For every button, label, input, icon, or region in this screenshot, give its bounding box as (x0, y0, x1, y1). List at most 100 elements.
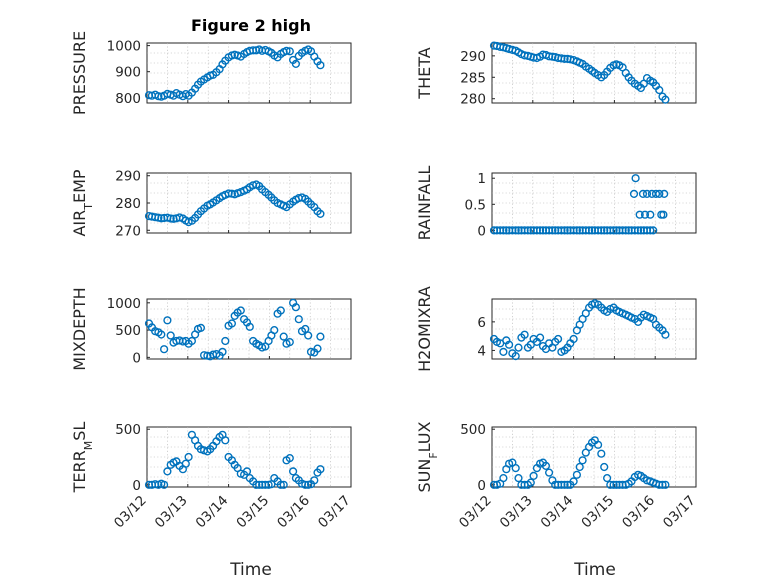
rainfall-point (629, 189, 639, 199)
sun_flux-xtick-label: 03/15 (578, 493, 617, 532)
mixdepth-point (245, 322, 254, 331)
h2omixra-point (569, 334, 578, 344)
sun_flux-point (578, 456, 587, 465)
sun_flux-point (544, 468, 554, 477)
rainfall-point (649, 226, 658, 235)
air_temp-point (316, 209, 325, 219)
air_temp-ytick-label: 290 (115, 169, 141, 185)
x-axis-label-right: Time (573, 560, 616, 580)
rainfall-ytick-label: 1 (477, 171, 486, 187)
mixdepth-point (160, 345, 169, 354)
sun_flux-point (529, 471, 538, 481)
rainfall-point (496, 226, 505, 235)
subplot-sun_flux: 0 500 03/12 03/13 03/14 03/15 03/16 03/17 SUNFLU… (415, 421, 699, 531)
pressure-point (291, 59, 301, 69)
theta-point (560, 54, 569, 64)
mixdepth-point (279, 332, 288, 341)
rainfall-point (560, 226, 569, 235)
terr_msl-point (252, 480, 261, 489)
rainfall-point (660, 189, 669, 199)
sun_flux-point (600, 462, 609, 472)
pressure-ytick-label: 800 (115, 91, 141, 107)
terr_msl-point (255, 480, 264, 489)
mixdepth-ytick-label: 500 (115, 323, 141, 339)
mixdepth-point (163, 316, 172, 325)
theta-ylabel: THETA (415, 47, 434, 99)
pressure-point (316, 61, 325, 70)
subplot-terr_msl: 0 500 03/12 03/13 03/14 03/15 03/16 03/17 TERRMS… (70, 422, 354, 532)
subplot-air_temp: 270 280 290 AIRTEMP (70, 169, 352, 239)
subplot-h2omixra: 4 6 H2OMIXRA (415, 286, 697, 372)
sun_flux-ytick-label: 0 (477, 478, 486, 494)
rainfall-point (655, 189, 664, 199)
rainfall-point (638, 189, 648, 199)
mixdepth-point (316, 332, 325, 341)
sun_flux-xtick-label: 03/13 (497, 493, 536, 532)
terr_msl-point (301, 480, 310, 489)
mixdepth-point (236, 306, 245, 315)
air_temp-ylabel-suffix: EMP (70, 169, 89, 203)
h2omixra-point (499, 347, 508, 357)
terr_msl-xtick-label: 03/12 (111, 493, 150, 532)
sun_flux-point (499, 474, 508, 483)
sun_flux-xtick-label: 03/14 (538, 493, 577, 532)
theta-ytick-label: 280 (460, 92, 486, 108)
rainfall-point (511, 226, 520, 235)
subplot-theta: 280 285 290 THETA (415, 41, 697, 108)
air_temp-ytick-label: 280 (115, 196, 141, 212)
mixdepth-point (301, 324, 310, 334)
h2omixra-point (505, 340, 514, 349)
sun_flux-point (511, 464, 520, 473)
h2omixra-ytick-label: 6 (477, 315, 486, 331)
mixdepth-point (304, 331, 313, 340)
mixdepth-point (291, 303, 301, 312)
sun_flux-xtick-label: 03/17 (660, 493, 699, 532)
sun_flux-point (569, 477, 578, 486)
rainfall-point (659, 210, 668, 219)
terr_msl-ytick-label: 0 (132, 478, 141, 494)
terr_msl-point (163, 467, 172, 476)
rainfall-point (499, 226, 508, 235)
sun_flux-point (572, 470, 582, 479)
rainfall-ytick-label: 0 (477, 223, 486, 239)
sun_flux-ylabel-subscript: F (427, 452, 440, 458)
rainfall-point (640, 210, 650, 219)
subplot-mixdepth: 0 500 1000 MIXDEPTH (70, 287, 352, 371)
pressure-point (282, 46, 291, 55)
mixdepth-point (218, 347, 227, 357)
pressure-ytick-label: 1000 (107, 39, 141, 55)
air_temp-point (166, 214, 175, 223)
mixdepth-ytick-label: 1000 (107, 296, 141, 312)
h2omixra-ytick-label: 4 (477, 343, 486, 359)
terr_msl-xtick-label: 03/15 (233, 493, 272, 532)
rainfall-point (651, 189, 661, 199)
rainfall-point (642, 189, 652, 199)
h2omixra-point (511, 352, 520, 361)
rainfall-point (646, 210, 655, 219)
terr_msl-point (289, 467, 298, 476)
sun_flux-point (661, 480, 670, 489)
terr_msl-point (242, 467, 252, 476)
terr_msl-point (181, 459, 190, 468)
h2omixra-point (553, 334, 563, 344)
sun_flux-point (560, 480, 569, 489)
h2omixra-point (535, 333, 545, 342)
rainfall-ylabel: RAINFALL (415, 166, 434, 241)
terr_msl-xtick-label: 03/14 (193, 493, 232, 532)
theta-point (548, 52, 557, 61)
terr_msl-point (160, 480, 169, 489)
air_temp-ylabel: AIRTEMP (70, 169, 95, 236)
terr_msl-ytick-label: 500 (115, 422, 141, 438)
subplot-pressure: 800 900 1000 PRESSURE (70, 31, 352, 115)
rainfall-point (631, 174, 640, 183)
air_temp-ytick-label: 270 (115, 223, 141, 239)
sun_flux-point (593, 440, 603, 449)
theta-ytick-label: 290 (460, 49, 486, 65)
terr_msl-point (285, 454, 294, 463)
sun_flux-ylabel-suffix: LUX (415, 421, 434, 452)
sun_flux-ylabel: SUNFLUX (415, 421, 440, 492)
sun_flux-point (541, 461, 551, 471)
theta-point (655, 85, 664, 95)
rainfall-point (646, 226, 655, 235)
